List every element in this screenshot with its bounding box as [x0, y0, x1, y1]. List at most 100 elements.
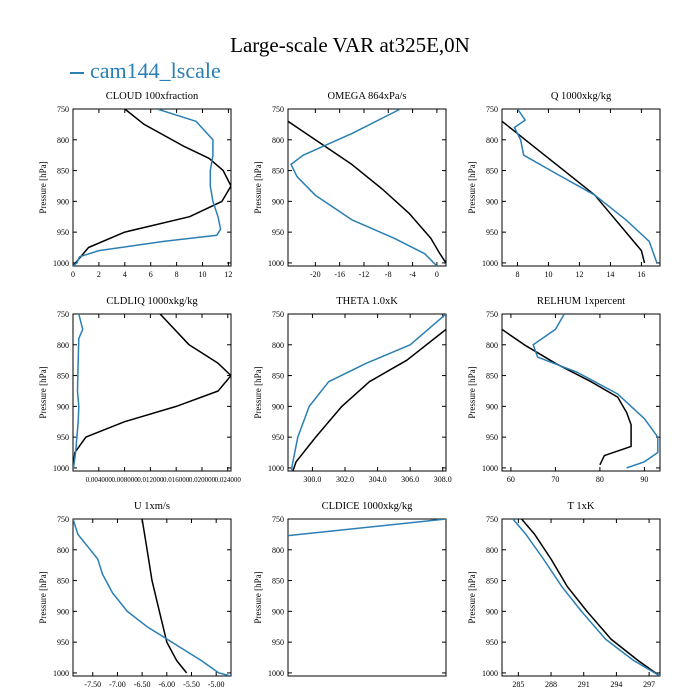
- panel-4-xtick-label: 0.004000: [86, 476, 113, 484]
- panel-5-ytick-label: 1000: [268, 464, 284, 473]
- panel-4-ytick-label: 800: [57, 341, 69, 350]
- panel-7-title: U 1xm/s: [134, 501, 170, 512]
- panel-9-frame: [501, 518, 661, 677]
- panel-6-xtick-label: 80: [596, 475, 604, 484]
- panel-4-series-reference: [73, 314, 231, 471]
- panel-3-ytick-label: 800: [486, 136, 498, 145]
- panel-8-ytick-label: 800: [272, 546, 284, 555]
- panel-1-xtick-label: 12: [224, 270, 232, 279]
- panel-9-title: T 1xK: [568, 501, 595, 512]
- panel-7-series-reference: [141, 519, 188, 674]
- panel-3-ylabel: Pressure [hPa]: [467, 161, 477, 213]
- panel-9-ytick-label: 900: [486, 607, 498, 616]
- panel-6-series-reference: [502, 328, 632, 466]
- panel-3-ytick-label: 750: [486, 105, 498, 114]
- panel-9-ytick-label: 800: [486, 546, 498, 555]
- panel-7-ylabel: Pressure [hPa]: [38, 571, 48, 623]
- panel-2-ytick-label: 850: [272, 167, 284, 176]
- panel-6-xtick-label: 60: [507, 475, 515, 484]
- panel-6-title: RELHUM 1xpercent: [537, 296, 625, 307]
- panel-4-xtick-label: 0.016000: [163, 476, 190, 484]
- panel-7-xtick-label: -7.00: [109, 680, 126, 689]
- panel-2-xtick-label: -16: [334, 270, 345, 279]
- panel-1-ytick-label: 900: [57, 197, 69, 206]
- panel-3-frame: [501, 108, 661, 267]
- panel-9-xtick-label: 297: [643, 680, 655, 689]
- panel-5-ytick-label: 900: [272, 402, 284, 411]
- panel-6-ytick-label: 800: [486, 341, 498, 350]
- panel-8-ytick-label: 850: [272, 577, 284, 586]
- panel-4-ytick-label: 950: [57, 433, 69, 442]
- panel-6-ytick-label: 900: [486, 402, 498, 411]
- panel-4-ytick-label: 900: [57, 402, 69, 411]
- panel-6-ytick-label: 850: [486, 372, 498, 381]
- panel-6-ytick-label: 1000: [482, 464, 498, 473]
- panel-1-series-reference: [73, 109, 231, 266]
- panel-5-series-reference: [292, 328, 446, 471]
- panel-7-xtick-label: -5.50: [183, 680, 200, 689]
- panel-8-ylabel: Pressure [hPa]: [253, 571, 263, 623]
- panel-2-ytick-label: 1000: [268, 259, 284, 268]
- panel-2-xtick-label: -12: [359, 270, 370, 279]
- panel-7-ytick-label: 950: [57, 638, 69, 647]
- panel-9-ytick-label: 850: [486, 577, 498, 586]
- panel-5-xtick-label: 304.0: [369, 475, 387, 484]
- panel-3-ytick-label: 850: [486, 167, 498, 176]
- panel-3-title: Q 1000xkg/kg: [551, 91, 612, 102]
- panel-8-series-cam144-lscale: [288, 519, 446, 537]
- panel-2-title: OMEGA 864xPa/s: [327, 91, 406, 102]
- panel-8-ytick-label: 950: [272, 638, 284, 647]
- panel-1-series-cam144-lscale: [73, 109, 222, 266]
- panel-4-xtick-label: 0.020000: [189, 476, 216, 484]
- figure-title: Large-scale VAR at325E,0N: [230, 33, 470, 57]
- panel-8-ytick-label: 1000: [268, 669, 284, 678]
- panel-6-xtick-label: 70: [551, 475, 559, 484]
- panel-2-xtick-label: -4: [409, 270, 416, 279]
- panel-6-ytick-label: 950: [486, 433, 498, 442]
- legend: cam144_lscale: [70, 58, 221, 84]
- panel-8-frame: [287, 518, 447, 677]
- panel-6-xtick-label: 90: [640, 475, 648, 484]
- panel-1-xtick-label: 4: [123, 270, 127, 279]
- panel-1-title: CLOUD 100xfraction: [106, 91, 199, 102]
- panel-5-ytick-label: 750: [272, 310, 284, 319]
- panel-1-ytick-label: 800: [57, 136, 69, 145]
- panel-7-ytick-label: 850: [57, 577, 69, 586]
- panel-7-xtick-label: -6.50: [134, 680, 151, 689]
- panel-5-ytick-label: 950: [272, 433, 284, 442]
- panel-9-xtick-label: 291: [578, 680, 590, 689]
- panel-9-xtick-label: 294: [610, 680, 622, 689]
- panel-2-ytick-label: 950: [272, 228, 284, 237]
- panel-7-ytick-label: 900: [57, 607, 69, 616]
- panel-5-ytick-label: 800: [272, 341, 284, 350]
- panel-5-title: THETA 1.0xK: [336, 296, 398, 307]
- panel-5-ylabel: Pressure [hPa]: [253, 366, 263, 418]
- panel-3-ytick-label: 950: [486, 228, 498, 237]
- panel-3-xtick-label: 14: [606, 270, 614, 279]
- panel-2-xtick-label: -20: [310, 270, 321, 279]
- panel-1-xtick-label: 2: [97, 270, 101, 279]
- panel-4-frame: [72, 313, 232, 472]
- panel-1-ytick-label: 1000: [53, 259, 69, 268]
- panel-5-xtick-label: 302.0: [336, 475, 354, 484]
- panel-3-xtick-label: 12: [575, 270, 583, 279]
- panel-5-frame: [287, 313, 447, 472]
- panel-5-xtick-label: 300.0: [303, 475, 321, 484]
- panel-2-xtick-label: -8: [385, 270, 392, 279]
- panel-1-ytick-label: 950: [57, 228, 69, 237]
- panel-7-series-cam144-lscale: [73, 519, 231, 676]
- panel-9-series-reference: [521, 519, 660, 676]
- panel-1-xtick-label: 6: [149, 270, 153, 279]
- panel-1-xtick-label: 0: [71, 270, 75, 279]
- panel-1-ytick-label: 750: [57, 105, 69, 114]
- panel-1-ylabel: Pressure [hPa]: [38, 161, 48, 213]
- legend-line-swatch: [70, 71, 84, 74]
- panel-3-xtick-label: 16: [637, 270, 645, 279]
- panel-5-ytick-label: 850: [272, 372, 284, 381]
- panel-3-ytick-label: 900: [486, 197, 498, 206]
- panel-2-series-cam144-lscale: [290, 109, 438, 266]
- panel-9-ytick-label: 750: [486, 515, 498, 524]
- panel-1-frame: [72, 108, 232, 267]
- panel-6-frame: [501, 313, 661, 472]
- panel-7-xtick-label: -6.00: [158, 680, 175, 689]
